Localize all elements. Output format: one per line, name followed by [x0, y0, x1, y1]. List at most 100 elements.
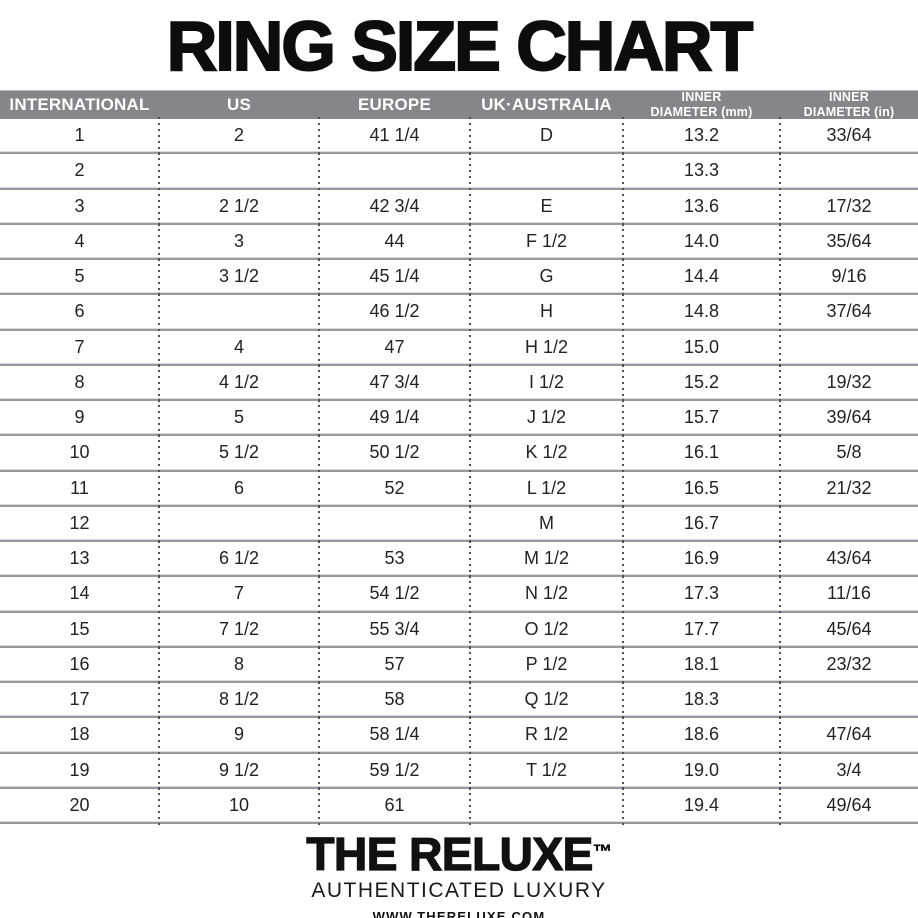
- cell-inner-diameter-in: 49/64: [826, 794, 872, 815]
- cell-us: 3 1/2: [159, 257, 320, 298]
- cell-inner-diameter-in: 37/64: [826, 301, 872, 322]
- cell-europe: 55 3/4: [319, 610, 471, 651]
- cell-uk-australia: E: [470, 187, 624, 228]
- cell-europe: 57: [319, 645, 471, 686]
- brand-logo: THE RELUXE™: [0, 828, 918, 880]
- cell-uk-australia: R 1/2: [470, 716, 624, 756]
- column-header-international: INTERNATIONAL: [9, 95, 150, 114]
- cell-international: 7: [0, 328, 160, 369]
- cell-us: 6: [159, 469, 320, 510]
- cell-us: 4: [159, 328, 320, 369]
- column-header-inner-diameter-mm: INNER DIAMETER (mm): [650, 90, 753, 119]
- cell-inner-diameter-in: [780, 507, 918, 540]
- cell-us: 7: [159, 575, 320, 615]
- cell-europe: 58: [319, 680, 471, 721]
- cell-inner-diameter-mm: 17.7: [623, 610, 781, 651]
- cell-europe: 59 1/2: [319, 751, 471, 792]
- cell-inner-diameter-mm: 16.9: [623, 539, 781, 580]
- cell-inner-diameter-mm: 17.3: [623, 575, 781, 615]
- cell-international: 5: [0, 257, 160, 298]
- column-header-inner-diameter-in: INNER DIAMETER (in): [803, 90, 895, 119]
- cell-europe: 53: [319, 539, 471, 580]
- brand-tagline: AUTHENTICATED LUXURY: [311, 879, 607, 902]
- cell-inner-diameter-mm: 14.0: [623, 222, 781, 263]
- cell-us: 8: [159, 645, 320, 686]
- column-header-uk-australia: UK·AUSTRALIA: [481, 95, 612, 114]
- cell-europe: 41 1/4: [319, 116, 471, 157]
- cell-us: 9 1/2: [159, 751, 320, 792]
- cell-inner-diameter-mm: 14.8: [623, 293, 781, 333]
- cell-international: 11: [0, 469, 160, 510]
- cell-international: 8: [0, 363, 160, 404]
- cell-inner-diameter-in: [780, 683, 918, 716]
- website-url: WWW.THERELUXE.COM: [372, 909, 546, 918]
- cell-international: 13: [0, 539, 160, 580]
- cell-international: 9: [0, 398, 160, 439]
- table-row: 3 2 1/2 42 3/4 E 13.6 17/32: [0, 187, 918, 228]
- table-row: 7 4 47 H 1/2 15.0: [0, 328, 918, 369]
- trademark-symbol: ™: [592, 842, 613, 864]
- cell-inner-diameter-mm: 19.4: [623, 786, 781, 827]
- cell-inner-diameter-mm: 18.1: [623, 645, 781, 686]
- cell-us: 3: [159, 222, 320, 263]
- cell-international: 18: [0, 716, 160, 756]
- cell-inner-diameter-mm: 13.2: [623, 116, 781, 157]
- cell-inner-diameter-mm: 15.0: [623, 328, 781, 369]
- cell-europe: [319, 152, 471, 192]
- table-row: 2 13.3: [0, 152, 918, 192]
- ring-size-table: INTERNATIONAL US EUROPE UK·AUSTRALIA INN…: [0, 90, 918, 827]
- cell-europe: 42 3/4: [319, 187, 471, 228]
- cell-international: 1: [0, 116, 160, 157]
- brand-name: THE RELUXE: [306, 828, 594, 880]
- table-row: 1 2 41 1/4 D 13.2 33/64: [0, 116, 918, 157]
- cell-inner-diameter-in: 33/64: [826, 125, 872, 146]
- table-row: 16 8 57 P 1/2 18.1 23/32: [0, 645, 918, 686]
- table-row: 17 8 1/2 58 Q 1/2 18.3: [0, 680, 918, 721]
- table-row: 18 9 58 1/4 R 1/2 18.6 47/64: [0, 716, 918, 756]
- cell-us: 5: [159, 398, 320, 439]
- table-row: 14 7 54 1/2 N 1/2 17.3 11/16: [0, 575, 918, 615]
- cell-inner-diameter-in: [780, 331, 918, 364]
- cell-us: 8 1/2: [159, 680, 320, 721]
- table-row: 5 3 1/2 45 1/4 G 14.4 9/16: [0, 257, 918, 298]
- footer: THE RELUXE™ AUTHENTICATED LUXURY WWW.THE…: [0, 828, 918, 918]
- cell-us: 2 1/2: [159, 187, 320, 228]
- cell-uk-australia: [470, 152, 624, 192]
- cell-inner-diameter-in: 23/32: [826, 653, 872, 674]
- table-row: 13 6 1/2 53 M 1/2 16.9 43/64: [0, 539, 918, 580]
- cell-us: [159, 293, 320, 333]
- cell-europe: 49 1/4: [319, 398, 471, 439]
- cell-us: 7 1/2: [159, 610, 320, 651]
- cell-uk-australia: N 1/2: [470, 575, 624, 615]
- cell-us: 2: [159, 116, 320, 157]
- cell-international: 6: [0, 293, 160, 333]
- cell-us: 10: [159, 786, 320, 827]
- cell-us: [159, 152, 320, 192]
- column-header-europe: EUROPE: [358, 95, 431, 114]
- cell-inner-diameter-mm: 18.3: [623, 680, 781, 721]
- cell-international: 15: [0, 610, 160, 651]
- cell-europe: 45 1/4: [319, 257, 471, 298]
- cell-uk-australia: D: [470, 116, 624, 157]
- cell-international: 16: [0, 645, 160, 686]
- cell-international: 4: [0, 222, 160, 263]
- cell-inner-diameter-in: 19/32: [826, 371, 872, 392]
- cell-inner-diameter-mm: 13.3: [623, 152, 781, 192]
- cell-uk-australia: Q 1/2: [470, 680, 624, 721]
- cell-inner-diameter-mm: 16.7: [623, 504, 781, 545]
- cell-uk-australia: O 1/2: [470, 610, 624, 651]
- cell-europe: 46 1/2: [319, 293, 471, 333]
- cell-inner-diameter-in: 5/8: [836, 442, 862, 463]
- cell-uk-australia: L 1/2: [470, 469, 624, 510]
- cell-inner-diameter-in: 11/16: [827, 583, 871, 604]
- cell-uk-australia: G: [470, 257, 624, 298]
- cell-international: 19: [0, 751, 160, 792]
- cell-international: 20: [0, 786, 160, 827]
- cell-inner-diameter-in: 43/64: [826, 548, 872, 569]
- cell-uk-australia: [470, 786, 624, 827]
- cell-international: 14: [0, 575, 160, 615]
- cell-international: 12: [0, 504, 160, 545]
- cell-inner-diameter-mm: 18.6: [623, 716, 781, 756]
- cell-inner-diameter-mm: 15.2: [623, 363, 781, 404]
